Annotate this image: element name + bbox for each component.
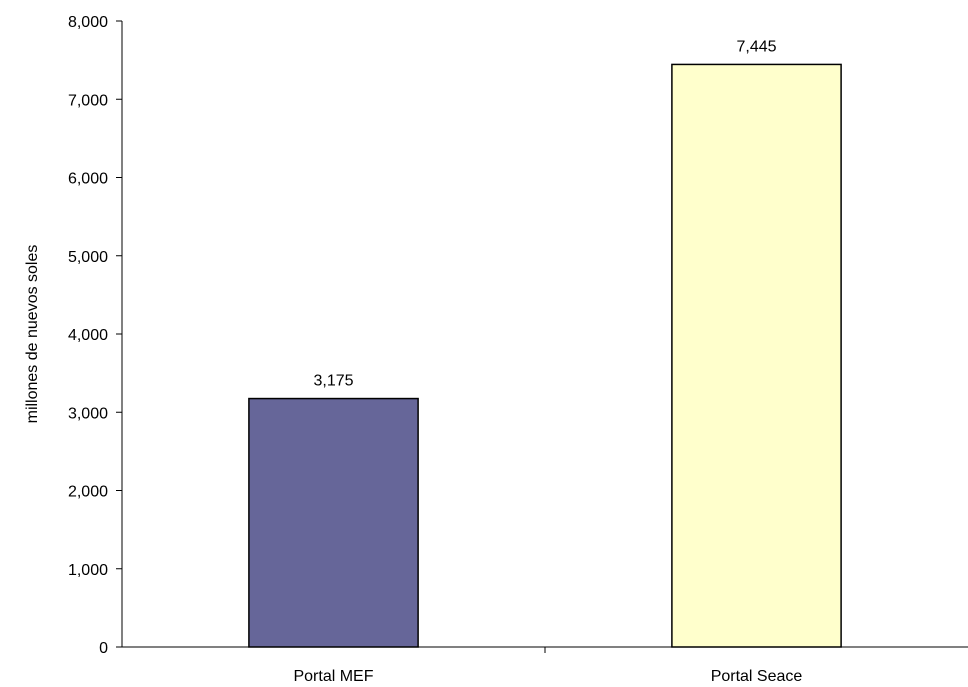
y-tick-label: 6,000	[68, 171, 108, 188]
y-axis-ticks: 0 1,000 2,000 3,000 4,000 5,000 6,000 7,000 8,00…	[68, 14, 122, 657]
y-tick-label: 5,000	[68, 249, 108, 266]
y-tick-label: 4,000	[68, 327, 108, 344]
y-tick-label: 0	[99, 640, 108, 657]
x-axis-ticks: Portal MEF Portal Seace	[293, 647, 802, 685]
bar-data-label: 3,175	[313, 373, 353, 390]
y-tick-label: 3,000	[68, 405, 108, 422]
x-tick-label: Portal MEF	[293, 668, 373, 685]
y-tick-label: 2,000	[68, 484, 108, 501]
x-tick-label: Portal Seace	[711, 668, 803, 685]
y-axis-title: millones de nuevos soles	[24, 245, 41, 424]
y-tick-label: 1,000	[68, 562, 108, 579]
y-tick-label: 8,000	[68, 14, 108, 31]
bar-portal-mef	[248, 397, 419, 648]
bar-data-label: 7,445	[736, 38, 776, 55]
y-tick-label: 7,000	[68, 92, 108, 109]
bar-portal-seace	[671, 63, 842, 648]
bars: 3,175 7,445	[248, 38, 842, 648]
